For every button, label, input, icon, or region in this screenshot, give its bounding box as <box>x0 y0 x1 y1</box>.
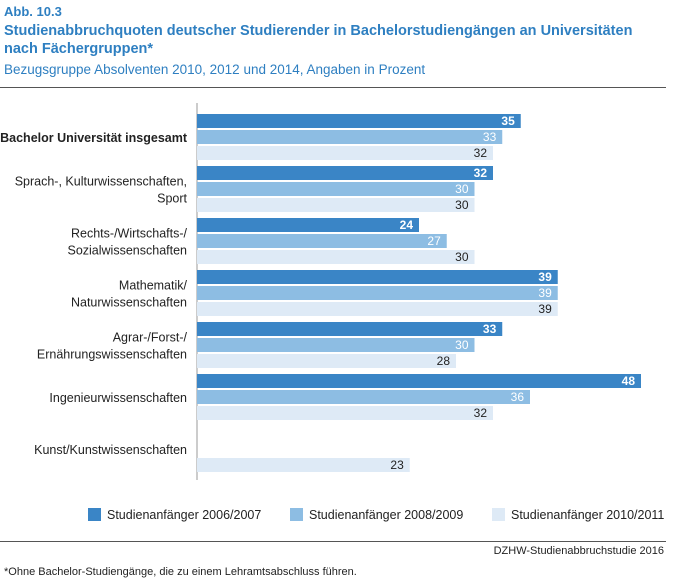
legend-label: Studienanfänger 2006/2007 <box>107 508 261 522</box>
bar <box>197 130 503 144</box>
legend-swatch <box>290 508 303 521</box>
bar <box>197 182 475 196</box>
legend-label: Studienanfänger 2008/2009 <box>309 508 463 522</box>
bar-value-label: 32 <box>474 406 488 420</box>
bar-value-label: 30 <box>455 250 469 264</box>
category-label: Mathematik/ <box>119 279 188 293</box>
bar <box>197 250 475 264</box>
bar <box>197 198 475 212</box>
bar-value-label: 30 <box>455 198 469 212</box>
bar-value-label: 39 <box>538 302 552 316</box>
top-rule <box>0 87 666 88</box>
bar-value-label: 48 <box>622 374 636 388</box>
bar <box>197 354 456 368</box>
bar-value-label: 39 <box>538 270 552 284</box>
bar-value-label: 27 <box>427 234 441 248</box>
bottom-rule <box>0 541 666 542</box>
bar <box>197 374 641 388</box>
bar-value-label: 28 <box>437 354 451 368</box>
bar-value-label: 36 <box>511 390 525 404</box>
bar-value-label: 30 <box>455 338 469 352</box>
bar-value-label: 32 <box>474 166 488 180</box>
legend-swatch <box>88 508 101 521</box>
bar-value-label: 23 <box>390 458 404 472</box>
category-label: Sport <box>157 192 187 206</box>
bar-value-label: 33 <box>483 130 497 144</box>
bar <box>197 234 447 248</box>
chart-subtitle: Bezugsgruppe Absolventen 2010, 2012 und … <box>4 62 426 77</box>
bar-value-label: 35 <box>501 114 515 128</box>
bar <box>197 406 493 420</box>
category-label: Naturwissenschaften <box>71 296 187 310</box>
legend-swatch <box>492 508 505 521</box>
bar <box>197 114 521 128</box>
chart-title: Studienabbruchquoten deutscher Studieren… <box>4 23 633 57</box>
category-label: Sprach-, Kulturwissenschaften, <box>15 175 187 189</box>
legend-label: Studienanfänger 2010/2011 <box>511 508 664 522</box>
footnote: *Ohne Bachelor-Studiengänge, die zu eine… <box>4 566 357 578</box>
category-label: Agrar-/Forst-/ <box>113 331 188 345</box>
bar <box>197 322 503 336</box>
bar <box>197 458 410 472</box>
bar <box>197 218 419 232</box>
category-label: Bachelor Universität insgesamt <box>0 131 188 145</box>
bar-value-label: 32 <box>474 146 488 160</box>
category-label: Kunst/Kunstwissenschaften <box>34 443 187 457</box>
bar-chart: Bachelor Universität insgesamt 35 33 32 Spra… <box>0 103 664 522</box>
bar <box>197 390 530 404</box>
bar <box>197 166 493 180</box>
bar-value-label: 24 <box>400 218 414 232</box>
bar-value-label: 33 <box>483 322 497 336</box>
category-label: Sozialwissenschaften <box>67 244 187 258</box>
category-label: Ingenieurwissenschaften <box>49 391 187 405</box>
bar <box>197 302 558 316</box>
category-label: Rechts-/Wirtschafts-/ <box>71 227 188 241</box>
bar <box>197 338 475 352</box>
bar-value-label: 39 <box>538 286 552 300</box>
category-label: Ernährungswissenschaften <box>37 348 187 362</box>
figure-number: Abb. 10.3 <box>4 4 62 19</box>
source-note: DZHW-Studienabbruchstudie 2016 <box>493 545 664 557</box>
bar <box>197 286 558 300</box>
bar <box>197 270 558 284</box>
bar-value-label: 30 <box>455 182 469 196</box>
bar <box>197 146 493 160</box>
